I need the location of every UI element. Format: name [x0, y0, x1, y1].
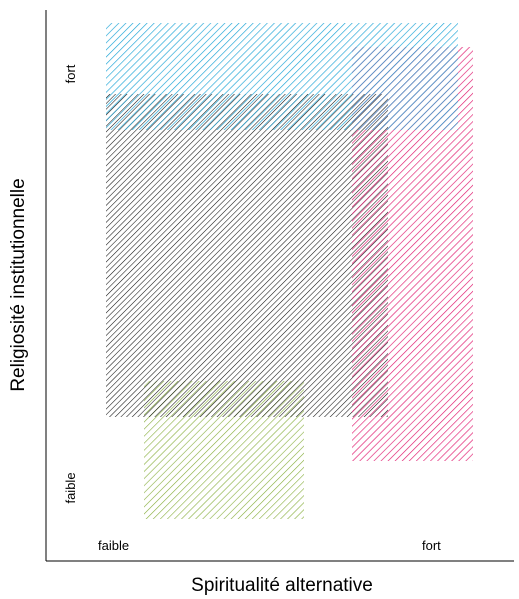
y-axis-high-label: fort: [63, 64, 78, 83]
y-axis-title: Religiosité institutionnelle: [8, 178, 29, 391]
x-axis-high-label: fort: [422, 538, 441, 553]
x-axis-low-label: faible: [98, 538, 129, 553]
region-black: [106, 94, 388, 417]
y-axis-low-label: faible: [63, 472, 78, 503]
region-blue: [106, 23, 458, 130]
x-axis-title: Spiritualité alternative: [191, 575, 373, 596]
